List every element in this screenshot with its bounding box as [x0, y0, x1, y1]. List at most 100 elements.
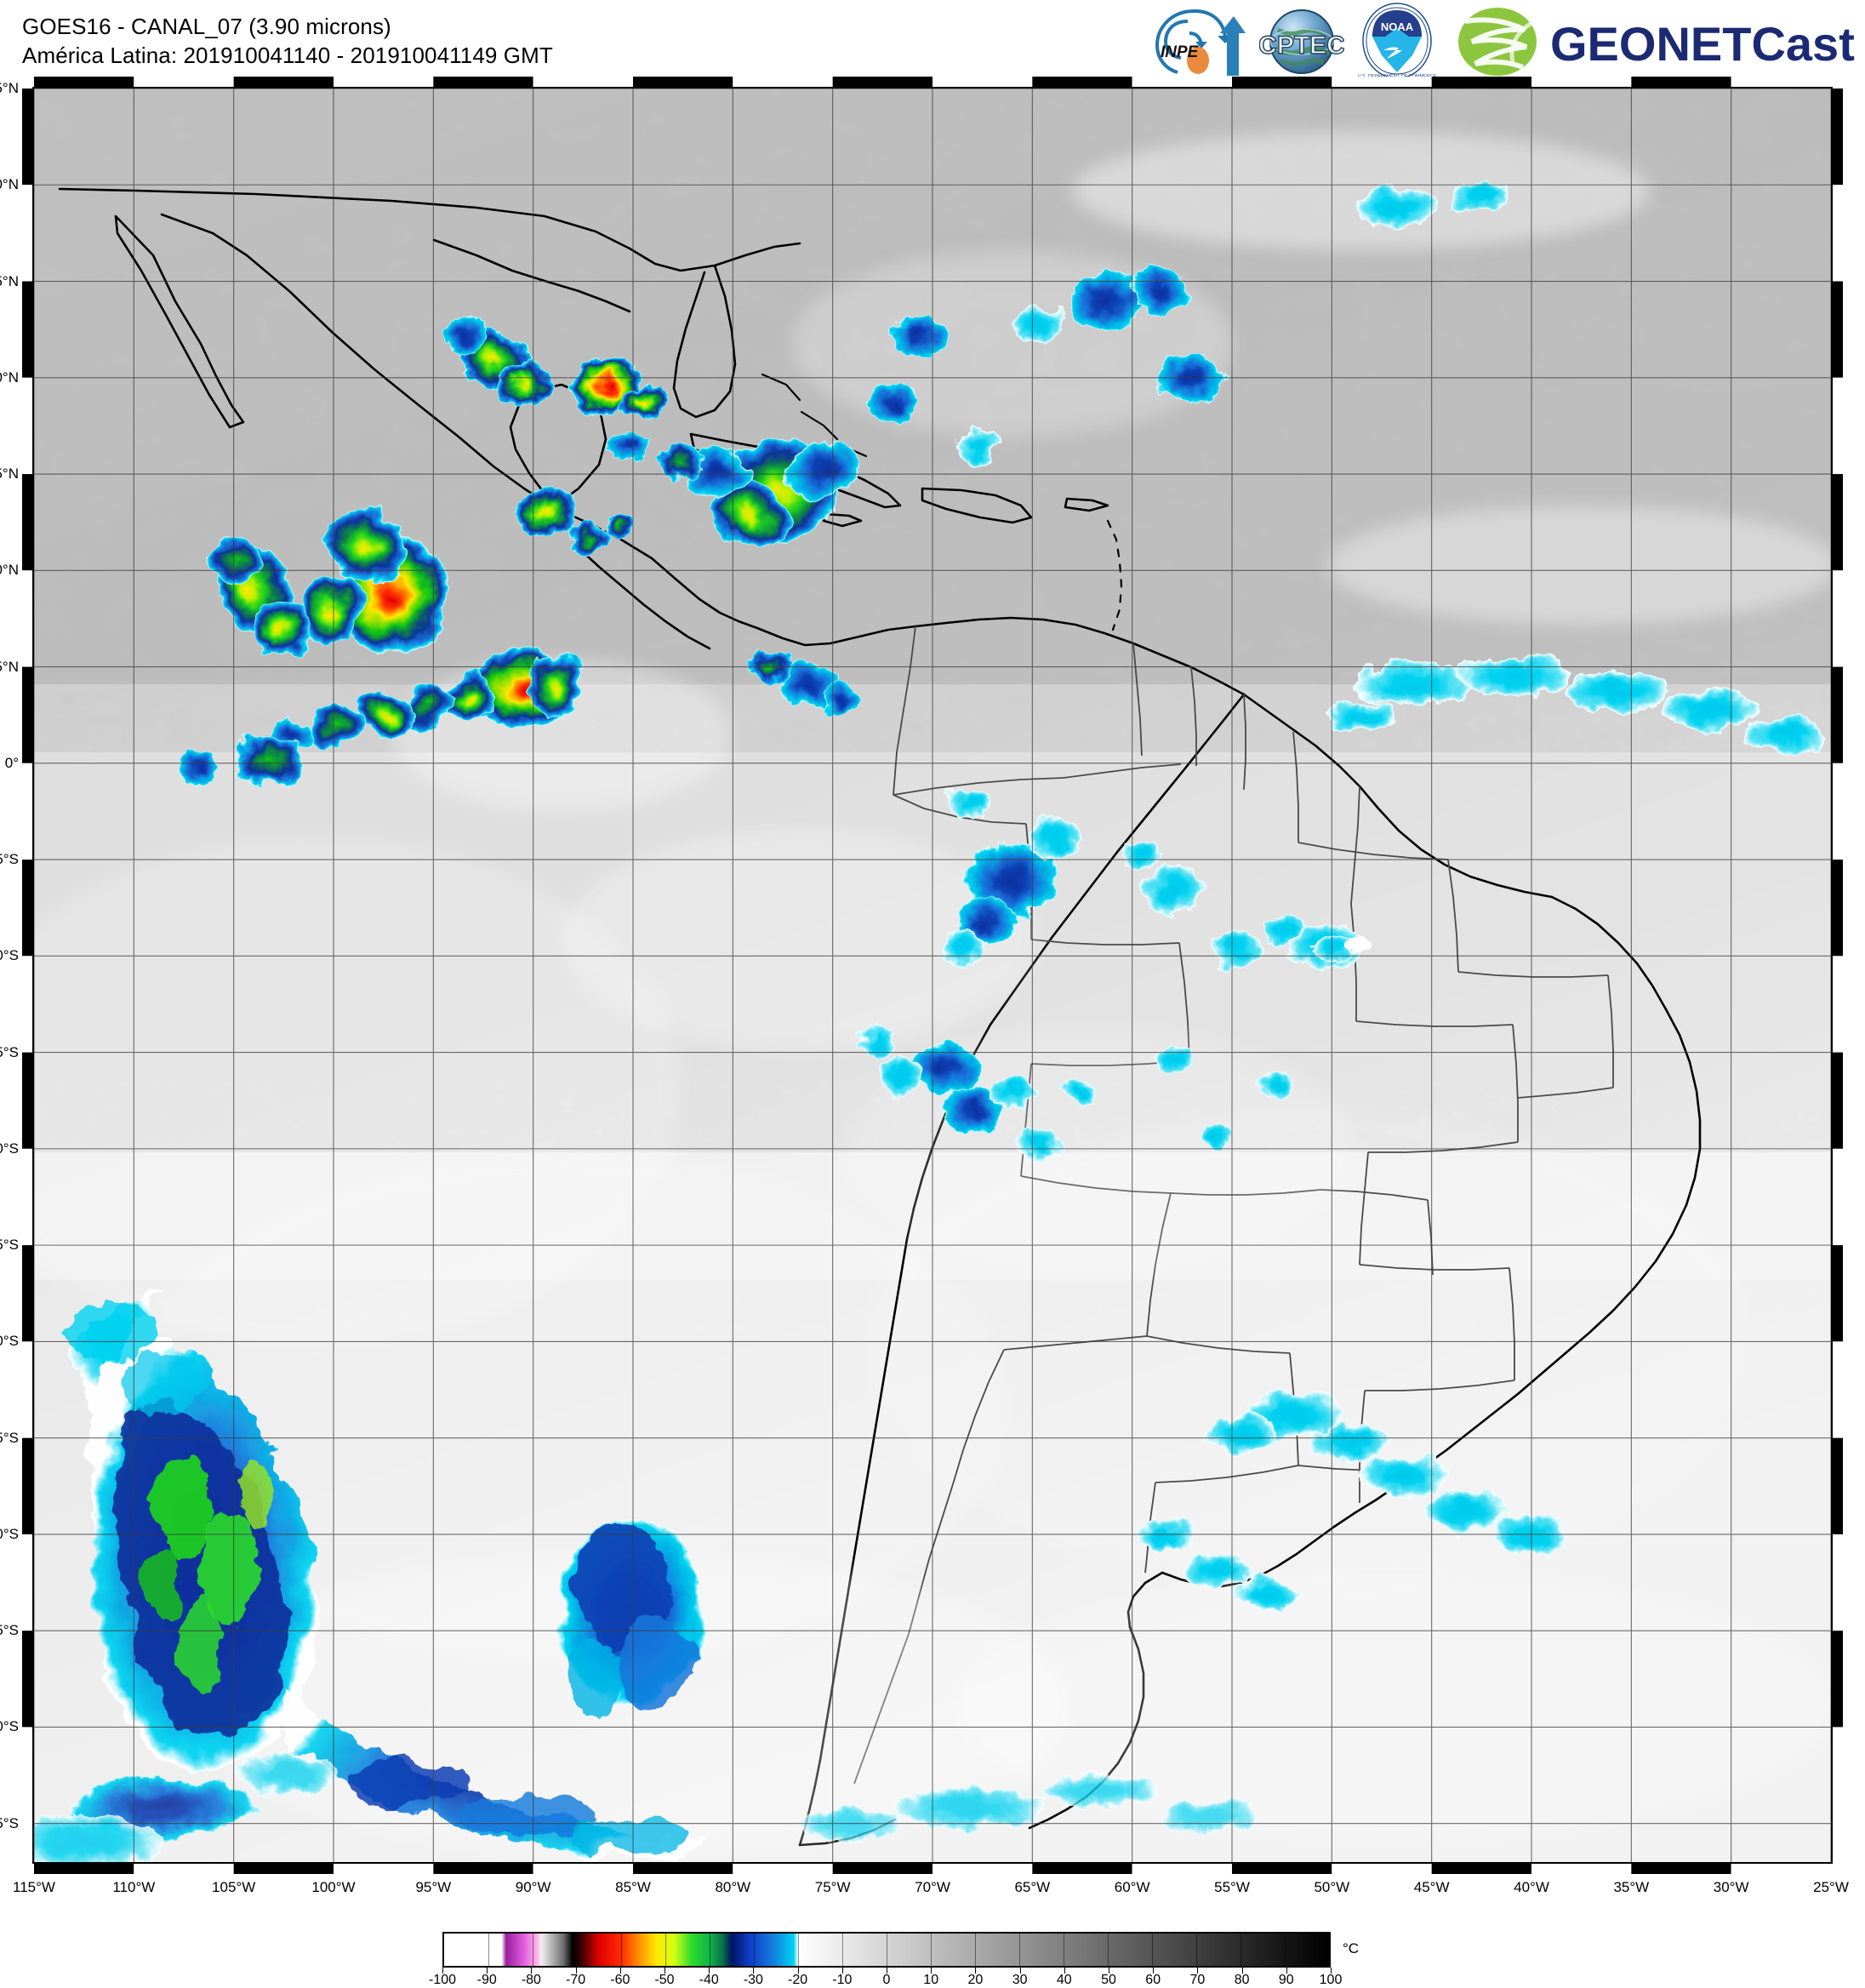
lon-tick-label: 75°W	[814, 1879, 851, 1895]
colorbar-tick	[575, 1968, 577, 1974]
colorbar-tick-label: -30	[743, 1973, 763, 1987]
colorbar-tick-label: -80	[521, 1973, 541, 1987]
colorbar-tick	[442, 1968, 443, 1974]
colorbar-tick-label: 40	[1056, 1973, 1072, 1987]
lat-tick-label: 20°N	[0, 368, 19, 386]
lat-tick-label: 15°N	[0, 466, 19, 483]
colorbar-separator	[1285, 1934, 1286, 1966]
colorbar-tick-label: 0	[882, 1973, 891, 1987]
colorbar-box	[442, 1932, 1331, 1968]
colorbar-separator	[1019, 1934, 1020, 1966]
colorbar-separator	[975, 1934, 976, 1966]
lon-tick-label: 50°W	[1314, 1879, 1350, 1895]
colorbar-tick	[487, 1968, 488, 1974]
colorbar-tick-label: -100	[428, 1973, 457, 1987]
noaa-logo: NOAA U.S. DEPARTMENT OF COMMERCE	[1358, 3, 1436, 79]
page-subtitle: América Latina: 201910041140 - 201910041…	[22, 43, 553, 68]
lat-tick-label: 0°	[4, 754, 19, 771]
colorbar-separator	[665, 1934, 666, 1966]
lon-tick-label: 100°W	[311, 1879, 356, 1895]
colorbar-separator	[1108, 1934, 1109, 1966]
colorbar-tick-label: 100	[1319, 1973, 1343, 1987]
colorbar-tick-label: 50	[1101, 1973, 1116, 1987]
colorbar-tick-label: 80	[1234, 1973, 1250, 1987]
page-title: GOES16 - CANAL_07 (3.90 microns)	[22, 14, 391, 39]
lat-tick-label: 20°S	[0, 1140, 19, 1157]
lon-tick-label: 110°W	[112, 1879, 156, 1895]
colorbar-separator	[621, 1934, 622, 1966]
svg-text:CPTEC: CPTEC	[1259, 31, 1344, 60]
colorbar-tick	[1197, 1968, 1199, 1974]
colorbar-tick	[1064, 1968, 1065, 1974]
colorbar-tick-label: -40	[699, 1973, 719, 1987]
colorbar-tick-label: 90	[1278, 1973, 1294, 1987]
title-block: GOES16 - CANAL_07 (3.90 microns) América…	[22, 12, 553, 70]
lon-tick-label: 25°W	[1813, 1879, 1849, 1895]
logo-strip: INPE CPTEC	[1145, 2, 1858, 80]
lon-tick-label: 105°W	[212, 1879, 256, 1895]
colorbar-tick-label: -50	[654, 1973, 675, 1987]
colorbar-tick	[619, 1968, 621, 1974]
lat-tick-label: 10°N	[0, 562, 19, 579]
lon-tick-label: 65°W	[1014, 1879, 1051, 1895]
lat-tick-label: 5°N	[0, 658, 19, 675]
svg-text:NOAA: NOAA	[1381, 20, 1414, 33]
colorbar-tick-label: 20	[967, 1973, 984, 1987]
colorbar: -100 -90 -80 -70 -60 -50 -40 -30 -20 -10 0 10 20 30 40…	[0, 1922, 1865, 1987]
colorbar-tick-label: 10	[923, 1973, 939, 1987]
lon-tick-label: 85°W	[615, 1879, 651, 1895]
colorbar-tick	[753, 1968, 755, 1974]
lon-tick-label: 45°W	[1413, 1879, 1450, 1895]
colorbar-tick	[664, 1968, 665, 1974]
cptec-logo: CPTEC	[1259, 9, 1344, 74]
lon-tick-label: 80°W	[715, 1879, 751, 1895]
satellite-map[interactable]: 35°N 30°N 25°N 20°N 15°N 10°N 5°N 0° 5°S 10°S 15°S…	[0, 77, 1849, 1895]
lon-tick-label: 40°W	[1514, 1879, 1549, 1895]
lat-tick-label: 50°S	[0, 1718, 19, 1735]
colorbar-tick-label: 60	[1145, 1973, 1161, 1987]
colorbar-gradient	[444, 1934, 1329, 1966]
colorbar-separator	[1240, 1934, 1241, 1966]
lat-tick-label: 30°S	[0, 1333, 19, 1350]
colorbar-tick-label: -60	[610, 1973, 630, 1987]
colorbar-tick	[1019, 1968, 1021, 1974]
lon-tick-label: 35°W	[1613, 1879, 1650, 1895]
colorbar-tick-label: -10	[832, 1973, 853, 1987]
colorbar-tick	[531, 1968, 533, 1974]
colorbar-tick-label: -20	[788, 1973, 808, 1987]
colorbar-tick	[1241, 1968, 1243, 1974]
colorbar-separator	[931, 1934, 932, 1966]
svg-text:INPE: INPE	[1161, 43, 1200, 61]
lon-tick-label: 55°W	[1214, 1879, 1250, 1895]
lon-tick-label: 60°W	[1114, 1879, 1150, 1895]
lat-tick-label: 10°S	[0, 947, 19, 964]
inpe-logo: INPE	[1155, 9, 1246, 76]
lat-tick-label: 35°S	[0, 1429, 19, 1446]
colorbar-unit-label: °C	[1343, 1940, 1360, 1957]
colorbar-separator	[798, 1934, 799, 1966]
lon-tick-label: 95°W	[415, 1879, 452, 1895]
lat-tick-label: 5°S	[0, 851, 19, 868]
colorbar-separator	[754, 1934, 755, 1966]
colorbar-tick	[709, 1968, 710, 1974]
lat-tick-label: 30°N	[0, 176, 19, 193]
colorbar-tick	[1153, 1968, 1155, 1974]
colorbar-tick-label: -90	[476, 1973, 497, 1987]
lon-tick-label: 70°W	[915, 1879, 950, 1895]
colorbar-separator	[1152, 1934, 1153, 1966]
lat-tick-label: 35°N	[0, 80, 19, 96]
satellite-imagery[interactable]	[34, 89, 1831, 1862]
colorbar-tick	[797, 1968, 799, 1974]
colorbar-tick	[1331, 1968, 1332, 1974]
colorbar-tick	[1286, 1968, 1287, 1974]
colorbar-separator	[842, 1934, 843, 1966]
colorbar-tick-label: 30	[1012, 1973, 1028, 1987]
colorbar-separator	[577, 1934, 578, 1966]
lat-tick-label: 25°N	[0, 272, 19, 289]
colorbar-tick-label: -70	[566, 1973, 586, 1987]
colorbar-tick-label: 70	[1189, 1973, 1206, 1987]
lat-tick-label: 15°S	[0, 1043, 19, 1060]
geonetcast-logo: GEONETCast	[1458, 8, 1855, 76]
colorbar-tick	[931, 1968, 932, 1974]
